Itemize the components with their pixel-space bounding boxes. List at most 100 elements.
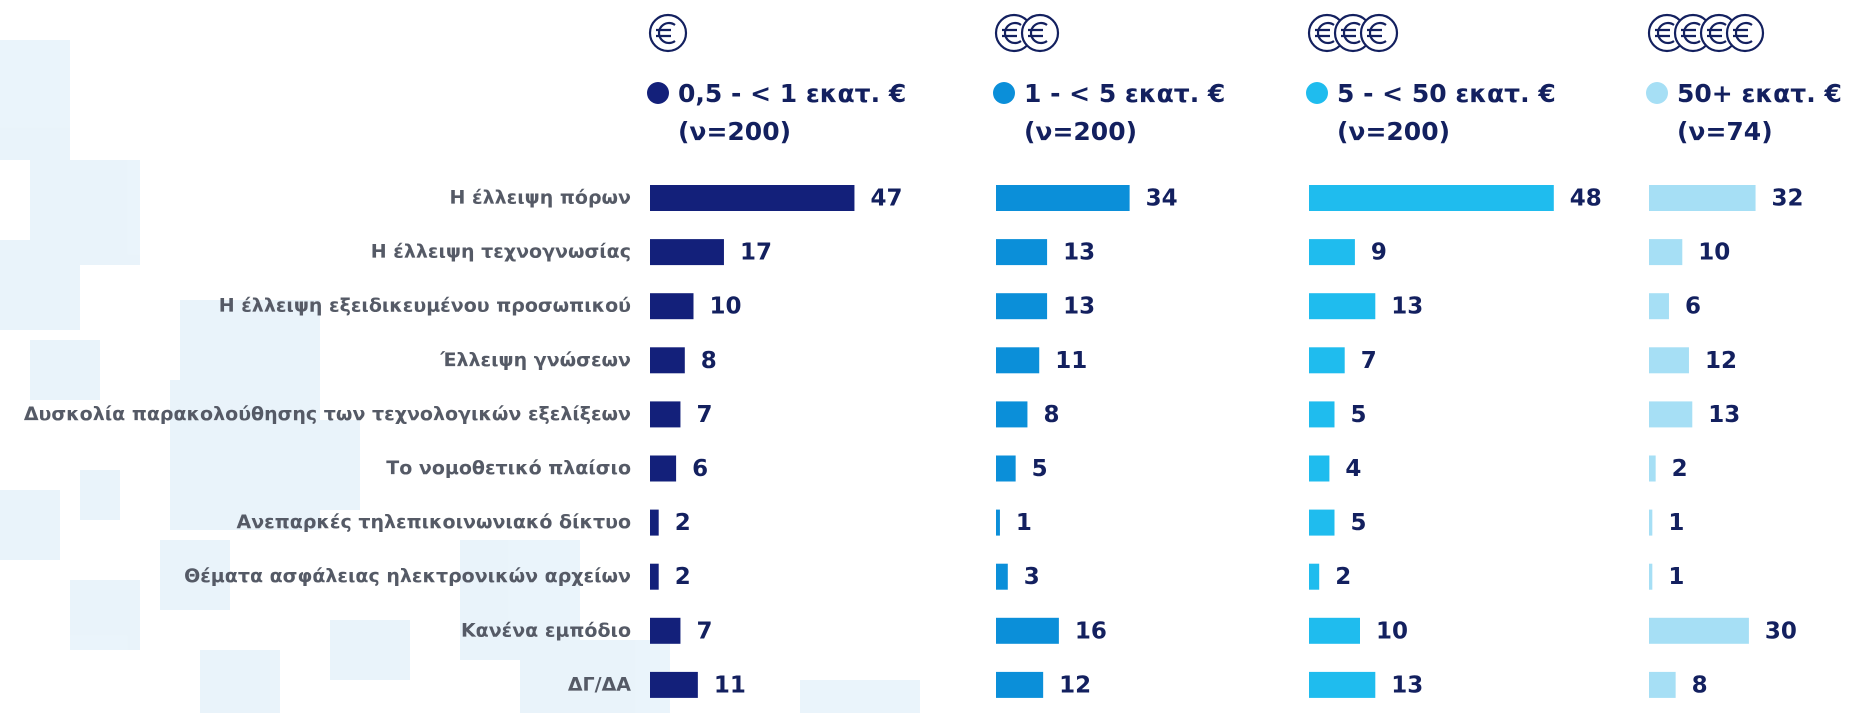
value-label: 16 (1075, 618, 1107, 644)
legend-label: 50+ εκατ. € (1677, 79, 1842, 108)
bar (1309, 563, 1320, 590)
value-label: 7 (696, 402, 712, 428)
legend-sample: (ν=200) (1024, 117, 1137, 146)
value-label: 17 (740, 240, 772, 266)
bar (650, 347, 685, 374)
bar (1649, 293, 1669, 320)
value-label: 30 (1765, 618, 1797, 644)
legend-sample: (ν=200) (1337, 117, 1450, 146)
category-label: Δυσκολία παρακολούθησης των τεχνολογικών… (24, 403, 631, 425)
category-label: Θέματα ασφάλειας ηλεκτρονικών αρχείων (184, 565, 631, 587)
bar (1309, 239, 1355, 266)
coin (648, 13, 688, 53)
bar (1309, 185, 1554, 211)
bar (1649, 347, 1689, 374)
bar (650, 239, 724, 266)
value-label: 5 (1351, 402, 1367, 428)
coin (1359, 13, 1399, 53)
value-label: 13 (1708, 402, 1740, 428)
bar (1649, 185, 1756, 211)
value-label: 8 (1043, 402, 1059, 428)
bar (1649, 671, 1676, 698)
category-label: Η έλλειψη εξειδικευμένου προσωπικού (219, 295, 631, 317)
bar (996, 563, 1008, 590)
euro-coin-icon (648, 13, 688, 53)
bar (1649, 563, 1653, 590)
value-label: 13 (1391, 672, 1423, 698)
bar (996, 239, 1048, 266)
legend-sample: (ν=74) (1677, 117, 1773, 146)
value-label: 10 (1698, 240, 1730, 266)
coin (1020, 13, 1060, 53)
value-label: 12 (1059, 672, 1091, 698)
bar (1309, 509, 1335, 536)
value-label: 5 (1351, 510, 1367, 536)
bar (996, 617, 1059, 644)
legend-marker (1646, 82, 1668, 104)
value-label: 10 (710, 294, 742, 320)
euro-sign (1655, 21, 1675, 45)
value-label: 3 (1024, 564, 1040, 590)
category-label: ΔΓ/ΔΑ (568, 673, 631, 695)
bar (1309, 347, 1345, 374)
legend-label: 5 - < 50 εκατ. € (1337, 79, 1556, 108)
legend-sample: (ν=200) (678, 117, 791, 146)
value-label: 13 (1063, 240, 1095, 266)
bar (650, 617, 681, 644)
legend-label: 1 - < 5 εκατ. € (1024, 79, 1225, 108)
bar (650, 401, 681, 428)
bar (650, 509, 659, 536)
euro-sign (1681, 21, 1701, 45)
euro-coin-icon (1020, 13, 1060, 53)
value-label: 8 (1692, 672, 1708, 698)
legend-marker (647, 82, 669, 104)
bar (650, 455, 677, 482)
value-label: 13 (1063, 294, 1095, 320)
bar (1309, 293, 1376, 320)
euro-sign (1367, 21, 1387, 45)
bar (1649, 617, 1749, 644)
bar (996, 509, 1000, 536)
euro-sign (1028, 21, 1048, 45)
euro-sign (1341, 21, 1361, 45)
category-label: Η έλλειψη πόρων (450, 187, 632, 209)
euro-sign (1315, 21, 1335, 45)
bar (650, 293, 694, 320)
euro-sign (1002, 21, 1022, 45)
value-label: 8 (701, 348, 717, 374)
value-label: 2 (675, 510, 691, 536)
bar (1309, 617, 1360, 644)
euro-coin-icon (1725, 13, 1765, 53)
value-label: 9 (1371, 240, 1387, 266)
euro-coin-icon (1359, 13, 1399, 53)
category-label: Η έλλειψη τεχνογνωσίας (371, 241, 631, 263)
euro-sign (656, 21, 676, 45)
value-label: 48 (1570, 186, 1602, 212)
value-label: 1 (1668, 510, 1684, 536)
background-decoration (0, 40, 920, 713)
legend-marker (993, 82, 1015, 104)
bar (1649, 401, 1693, 428)
bar (1649, 509, 1653, 536)
bar (650, 671, 698, 698)
bar (996, 347, 1040, 374)
legend-label: 0,5 - < 1 εκατ. € (678, 79, 906, 108)
value-label: 7 (1361, 348, 1377, 374)
category-label: Κανένα εμπόδιο (461, 619, 631, 641)
value-label: 32 (1772, 186, 1804, 212)
bar (996, 671, 1044, 698)
bar (1309, 455, 1330, 482)
legend-marker (1306, 82, 1328, 104)
bar (996, 455, 1016, 482)
euro-sign (1707, 21, 1727, 45)
bar (1649, 239, 1683, 266)
value-label: 4 (1345, 456, 1361, 482)
value-label: 6 (692, 456, 708, 482)
bar (996, 293, 1048, 320)
euro-coin-icon (1699, 13, 1739, 53)
value-label: 12 (1705, 348, 1737, 374)
euro-coin-icon (1307, 13, 1347, 53)
value-label: 47 (870, 186, 902, 212)
bar (1309, 401, 1335, 428)
